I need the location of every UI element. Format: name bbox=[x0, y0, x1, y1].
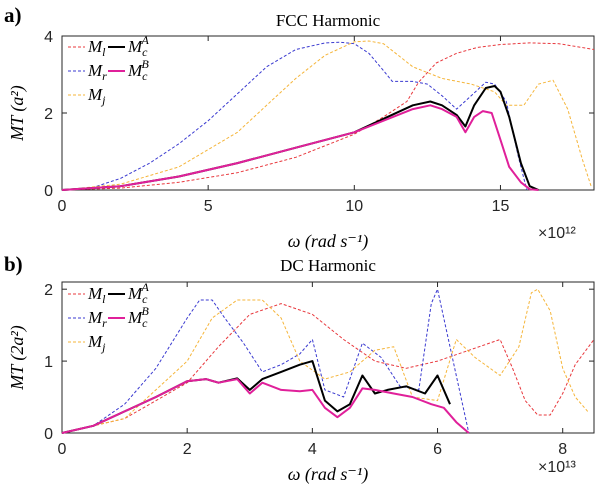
y-axis-label: MT (a²) bbox=[7, 85, 28, 142]
chart-title: DC Harmonic bbox=[280, 256, 376, 275]
series-line-4 bbox=[61, 104, 539, 191]
x-axis-label: ω (rad s⁻¹) bbox=[288, 231, 369, 252]
plot-area bbox=[61, 281, 595, 434]
x-axis-multiplier: ×10¹² bbox=[538, 225, 576, 242]
legend-label: McA bbox=[127, 280, 150, 306]
series-line-2 bbox=[61, 288, 589, 434]
series-line-4 bbox=[61, 378, 470, 434]
series-line-1 bbox=[61, 41, 528, 191]
legend-label: Ml bbox=[87, 37, 106, 59]
series-line-0 bbox=[61, 42, 595, 191]
x-tick-label: 8 bbox=[558, 441, 567, 458]
x-tick-label: 6 bbox=[433, 441, 442, 458]
x-tick-label: 2 bbox=[183, 441, 192, 458]
y-tick-label: 0 bbox=[44, 183, 53, 200]
y-axis-label: MT (2a²) bbox=[7, 325, 28, 391]
x-tick-label: 4 bbox=[308, 441, 317, 458]
series-line-1 bbox=[61, 288, 470, 434]
x-axis-multiplier: ×10¹³ bbox=[538, 459, 576, 476]
y-tick-label: 0 bbox=[44, 426, 53, 443]
x-tick-label: 0 bbox=[58, 198, 67, 215]
chart-title: FCC Harmonic bbox=[276, 11, 381, 30]
panel-label: b) bbox=[4, 252, 23, 276]
legend-label: McA bbox=[127, 33, 150, 59]
x-axis-label: ω (rad s⁻¹) bbox=[288, 464, 369, 485]
legend-label: Mj bbox=[87, 85, 106, 107]
legend-label: Mj bbox=[87, 332, 106, 354]
legend-label: McB bbox=[127, 57, 150, 83]
series-line-3 bbox=[61, 85, 539, 191]
y-tick-label: 1 bbox=[44, 354, 53, 371]
series-line-2 bbox=[61, 40, 592, 191]
panel-label: a) bbox=[4, 3, 22, 27]
legend-label: Ml bbox=[87, 284, 106, 306]
x-tick-label: 10 bbox=[345, 198, 363, 215]
legend-label: Mr bbox=[87, 308, 107, 330]
legend-label: Mr bbox=[87, 61, 107, 83]
series-line-0 bbox=[61, 303, 595, 434]
y-tick-label: 2 bbox=[44, 282, 53, 299]
series-line-3 bbox=[61, 360, 451, 434]
y-tick-label: 4 bbox=[44, 29, 53, 46]
y-tick-label: 2 bbox=[44, 106, 53, 123]
x-tick-label: 5 bbox=[204, 198, 213, 215]
x-tick-label: 0 bbox=[58, 441, 67, 458]
legend-label: McB bbox=[127, 304, 150, 330]
x-tick-label: 15 bbox=[492, 198, 510, 215]
